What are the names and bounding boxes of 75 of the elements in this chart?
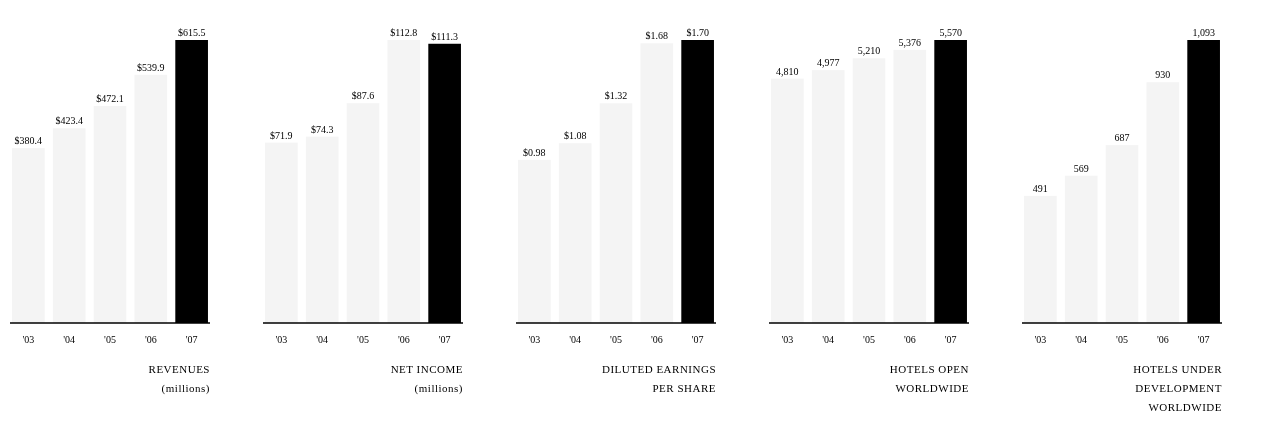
data-label: 569: [1073, 162, 1089, 174]
bar: [346, 103, 380, 323]
data-label: $71.9: [270, 129, 293, 141]
x-tick-label: '07: [944, 334, 957, 345]
bar: [93, 105, 127, 323]
x-tick-label: '05: [1116, 334, 1128, 345]
data-label: $423.4: [55, 115, 83, 127]
bar: [305, 136, 339, 323]
data-label: $1.70: [686, 27, 709, 38]
x-tick-label: '03: [22, 334, 35, 345]
bar: [387, 40, 421, 323]
text: NET INCOME (millions): [390, 363, 463, 395]
x-tick-label: '07: [438, 334, 451, 345]
data-label: 930: [1155, 69, 1171, 81]
text: HOTELS UNDER DEVELOPMENT WORLDWIDE: [1133, 363, 1223, 413]
data-label: 5,210: [857, 45, 881, 57]
bar: [1146, 82, 1180, 323]
bar: [599, 103, 633, 323]
x-tick-label: '04: [822, 334, 835, 345]
data-label: $1.32: [604, 90, 628, 102]
x-tick-label: '06: [144, 334, 157, 345]
data-label: 5,570: [939, 27, 962, 38]
bar: [893, 49, 927, 323]
data-label: 491: [1032, 182, 1048, 194]
x-tick-label: '06: [903, 334, 916, 345]
x-tick-label: '05: [610, 334, 622, 345]
x-tick-label: '03: [1034, 334, 1047, 345]
bar: [12, 148, 45, 323]
bar: [1064, 175, 1098, 323]
data-label: $74.3: [310, 123, 334, 135]
x-tick-label: '04: [63, 334, 76, 345]
data-label: $111.3: [431, 30, 459, 42]
x-tick-label: '07: [185, 334, 198, 345]
bar: [1024, 195, 1057, 323]
x-tick-label: '05: [863, 334, 875, 345]
bar: [852, 58, 886, 323]
x-tick-label: '06: [1156, 334, 1169, 345]
x-tick-label: '04: [316, 334, 329, 345]
x-tick-label: '07: [691, 334, 704, 345]
text: DILUTED EARNINGS PER SHARE: [601, 363, 716, 394]
x-tick-label: '04: [569, 334, 582, 345]
data-label: $1.68: [645, 30, 669, 42]
data-label: $539.9: [137, 61, 165, 73]
x-tick-label: '05: [357, 334, 369, 345]
bar: [1105, 145, 1139, 323]
x-tick-label: '03: [275, 334, 288, 345]
data-label: $380.4: [14, 135, 43, 147]
text: HOTELS OPEN WORLDWIDE: [889, 363, 969, 394]
data-label: $1.08: [563, 130, 587, 142]
data-label: 4,977: [816, 57, 840, 69]
data-label: $0.98: [523, 146, 546, 158]
bar: [134, 74, 168, 323]
data-label: 687: [1114, 132, 1130, 144]
x-tick-label: '06: [650, 334, 663, 345]
data-label: 4,810: [776, 65, 799, 77]
text: REVENUES (millions): [148, 363, 210, 395]
x-tick-label: '07: [1197, 334, 1210, 345]
data-label: $112.8: [390, 27, 418, 38]
data-label: 1,093: [1192, 27, 1215, 38]
bar: [265, 142, 298, 323]
data-label: $472.1: [96, 92, 124, 104]
data-label: 5,376: [898, 36, 922, 48]
bar: [518, 159, 551, 323]
bar: [771, 78, 804, 323]
x-tick-label: '03: [528, 334, 541, 345]
x-tick-label: '05: [104, 334, 116, 345]
x-tick-label: '06: [397, 334, 410, 345]
x-tick-label: '03: [781, 334, 794, 345]
data-label: $615.5: [177, 27, 206, 38]
bar: [558, 143, 592, 323]
bar: [811, 70, 845, 323]
bar: [52, 128, 86, 323]
bar: [640, 43, 674, 323]
data-label: $87.6: [351, 90, 375, 102]
x-tick-label: '04: [1075, 334, 1088, 345]
